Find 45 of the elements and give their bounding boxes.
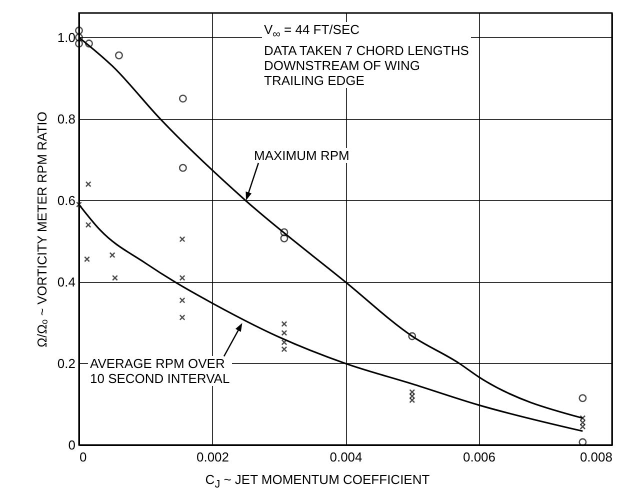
- point: [580, 424, 586, 430]
- annotation: V$_{∞}$ = 44 FT/SEC DATA TAKEN 7 CHORD LENGTHS DOWNSTREAM OF WING TRAILING EDGE: [262, 22, 471, 88]
- point: [409, 397, 416, 404]
- point: [74, 26, 84, 35]
- point: [85, 181, 92, 188]
- point: [179, 314, 186, 320]
- x-tick-label: 0.004: [330, 450, 362, 464]
- x-tick-label: 0.006: [462, 450, 496, 464]
- point: [580, 415, 586, 422]
- x-tick-label: 0.008: [580, 450, 612, 464]
- point: [84, 256, 90, 262]
- point: [578, 438, 587, 446]
- point: [109, 252, 116, 258]
- point: [281, 339, 288, 346]
- point: [281, 346, 288, 352]
- point: [578, 394, 587, 402]
- point: [179, 236, 186, 242]
- point: [280, 228, 288, 236]
- point: [409, 393, 416, 400]
- point: [281, 320, 288, 327]
- point: [179, 274, 186, 281]
- annotation: MAXIMUM RPM: [252, 148, 352, 163]
- point: [74, 40, 84, 48]
- y-tick-label: 0.8: [57, 111, 76, 126]
- y-tick-label: 0.6: [57, 192, 76, 208]
- point: [178, 164, 187, 172]
- point: [281, 330, 288, 336]
- x-axis-title: C$_{J}$ ~ JET MOMENTUM COEFFICIENT: [204, 472, 431, 493]
- point: [409, 389, 416, 396]
- point: [408, 332, 416, 340]
- point: [179, 297, 186, 304]
- point: [112, 274, 118, 281]
- y-axis-title: Ω/Ωₒ ~ VORTICITY METER RPM RATIO: [34, 112, 50, 348]
- x-tick-label: 0: [80, 450, 87, 464]
- y-tick-label: 1.0: [57, 30, 76, 45]
- y-tick-label: 0: [68, 438, 76, 452]
- annotation: AVERAGE RPM OVER 10 SECOND INTERVAL: [88, 356, 232, 386]
- y-tick-label: 0.4: [57, 274, 76, 290]
- point: [85, 222, 92, 228]
- x-tick-label: 0.002: [196, 450, 230, 464]
- y-tick-label: 0.2: [57, 356, 76, 371]
- point: [114, 51, 123, 60]
- point: [84, 40, 93, 48]
- point: [178, 94, 187, 103]
- point: [280, 234, 288, 242]
